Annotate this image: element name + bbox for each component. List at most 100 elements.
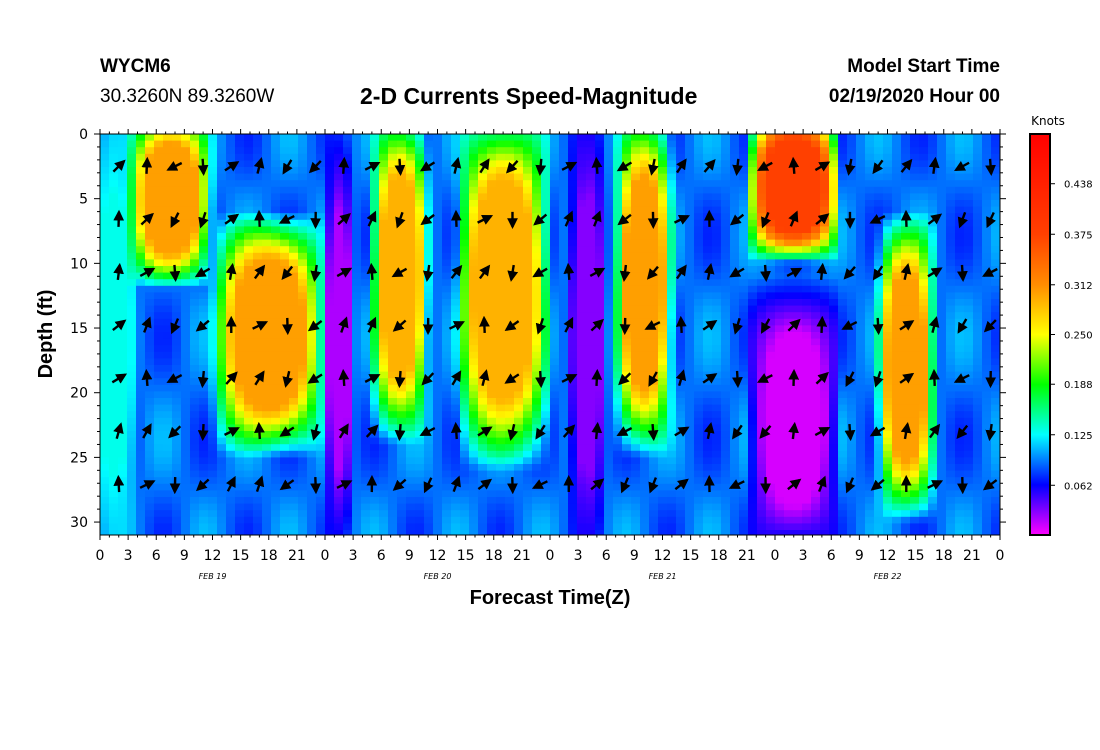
current-arrow (985, 158, 996, 176)
current-arrow (113, 422, 124, 440)
x-tick-label: 18 (935, 548, 953, 564)
x-tick-label: 0 (996, 548, 1005, 564)
current-arrow (816, 262, 828, 280)
current-arrow (648, 371, 659, 387)
date-label: FEB 20 (424, 572, 452, 581)
x-tick-label: 21 (738, 548, 756, 564)
current-arrow (366, 262, 378, 280)
current-arrow (616, 161, 633, 172)
x-tick-label: 3 (574, 548, 583, 564)
current-arrow (254, 421, 265, 440)
x-tick-label: 0 (546, 548, 555, 564)
current-arrow (761, 211, 772, 229)
current-arrow (366, 210, 377, 227)
current-arrow (338, 316, 349, 333)
x-tick-label: 9 (405, 548, 414, 564)
model-start-label: Model Start Time (847, 56, 1000, 77)
current-arrow (900, 262, 912, 280)
current-arrow (450, 475, 461, 493)
current-arrow (225, 475, 236, 492)
current-arrow (394, 158, 406, 176)
x-axis-label: Forecast Time(Z) (470, 587, 631, 609)
x-tick-label: 3 (349, 548, 358, 564)
current-arrow (535, 424, 546, 440)
current-arrow (535, 370, 546, 389)
current-arrow (479, 158, 490, 174)
current-arrow (759, 425, 772, 439)
current-arrow (307, 373, 323, 384)
current-arrow (647, 423, 659, 442)
current-arrow (703, 159, 716, 173)
x-tick-label: 21 (288, 548, 306, 564)
current-arrow (282, 370, 294, 388)
current-arrow (815, 371, 829, 385)
current-arrow (224, 427, 240, 437)
current-arrow (591, 421, 603, 440)
current-vectors (111, 156, 998, 495)
current-arrow (676, 158, 687, 174)
current-arrow (421, 372, 435, 386)
current-arrow (394, 423, 406, 442)
current-arrow (112, 159, 126, 173)
current-arrow (620, 477, 631, 494)
current-arrow (844, 158, 856, 176)
current-arrow (589, 267, 606, 278)
current-arrow (419, 426, 436, 436)
current-arrow (873, 370, 884, 388)
current-arrow (532, 267, 548, 278)
x-tick-label: 12 (654, 548, 672, 564)
colorbar: Knots 0.438 0.375 0.312 0.250 0.188 0.125 0.06… (1029, 114, 1093, 536)
current-arrow (702, 373, 718, 384)
current-arrow (392, 319, 407, 332)
current-arrow (563, 262, 575, 280)
current-arrow (279, 426, 295, 437)
current-arrow (195, 478, 210, 492)
current-arrow (590, 318, 604, 332)
current-arrow (365, 424, 379, 438)
current-arrow (591, 368, 603, 387)
current-arrow (139, 480, 156, 490)
current-arrow (253, 264, 266, 280)
current-arrow (869, 426, 886, 437)
y-tick-label: 15 (70, 321, 88, 337)
current-arrow (927, 480, 944, 490)
current-arrow (563, 210, 574, 227)
current-arrow (141, 316, 152, 333)
current-arrow (281, 265, 294, 280)
current-arrow (732, 317, 744, 335)
current-arrow (141, 368, 153, 387)
current-arrow (732, 370, 743, 389)
current-arrow (954, 161, 970, 171)
colorbar-tick-label: 0.375 (1064, 230, 1093, 241)
x-tick-label: 6 (827, 548, 836, 564)
current-arrow (928, 316, 940, 334)
current-arrow (451, 370, 462, 386)
x-tick-label: 12 (429, 548, 447, 564)
current-arrow (844, 423, 856, 442)
current-arrow (561, 374, 578, 384)
current-arrow (927, 267, 943, 278)
x-tick-label: 9 (855, 548, 864, 564)
current-arrow (279, 479, 295, 491)
current-arrow (732, 424, 743, 440)
current-arrow (507, 264, 519, 282)
current-arrow (985, 423, 997, 442)
current-arrow (675, 369, 687, 387)
current-arrow (419, 161, 436, 172)
plot-axes: 0 3 6 9 12 15 18 21 0 3 6 9 12 15 18 21 0 3 6 9 12 15 18 21 0 3 6 9… (70, 127, 1006, 581)
current-arrow (982, 267, 998, 277)
current-arrow (336, 267, 353, 278)
current-arrow (872, 265, 884, 281)
colorbar-tick-label: 0.250 (1064, 331, 1093, 342)
current-arrow (729, 213, 745, 226)
current-arrow (307, 320, 323, 332)
current-arrow (197, 370, 209, 389)
current-arrow (953, 373, 970, 383)
current-arrow (391, 267, 408, 278)
current-arrow (590, 478, 605, 491)
current-arrow (364, 161, 381, 172)
current-arrow (591, 210, 602, 227)
current-arrow (957, 211, 968, 229)
current-arrow (674, 478, 689, 491)
current-arrow (619, 264, 631, 283)
